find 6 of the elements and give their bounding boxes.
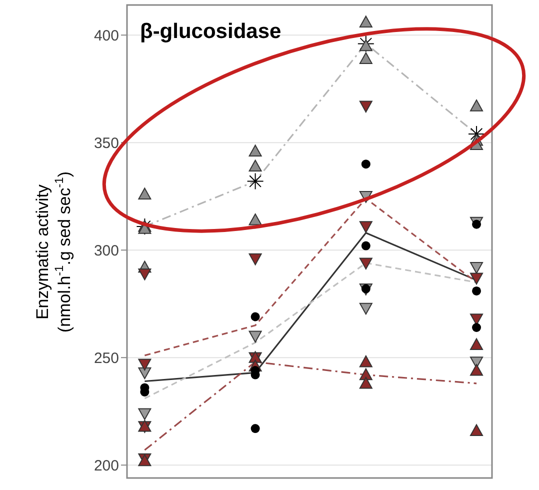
y-tick-label: 250 <box>94 350 119 367</box>
y-tick-label: 200 <box>94 457 119 474</box>
y-tick-label: 400 <box>94 27 119 44</box>
y-tick-label: 300 <box>94 242 119 260</box>
text: β-glucosidase <box>140 20 282 43</box>
y-tick-label: 350 <box>94 134 119 152</box>
